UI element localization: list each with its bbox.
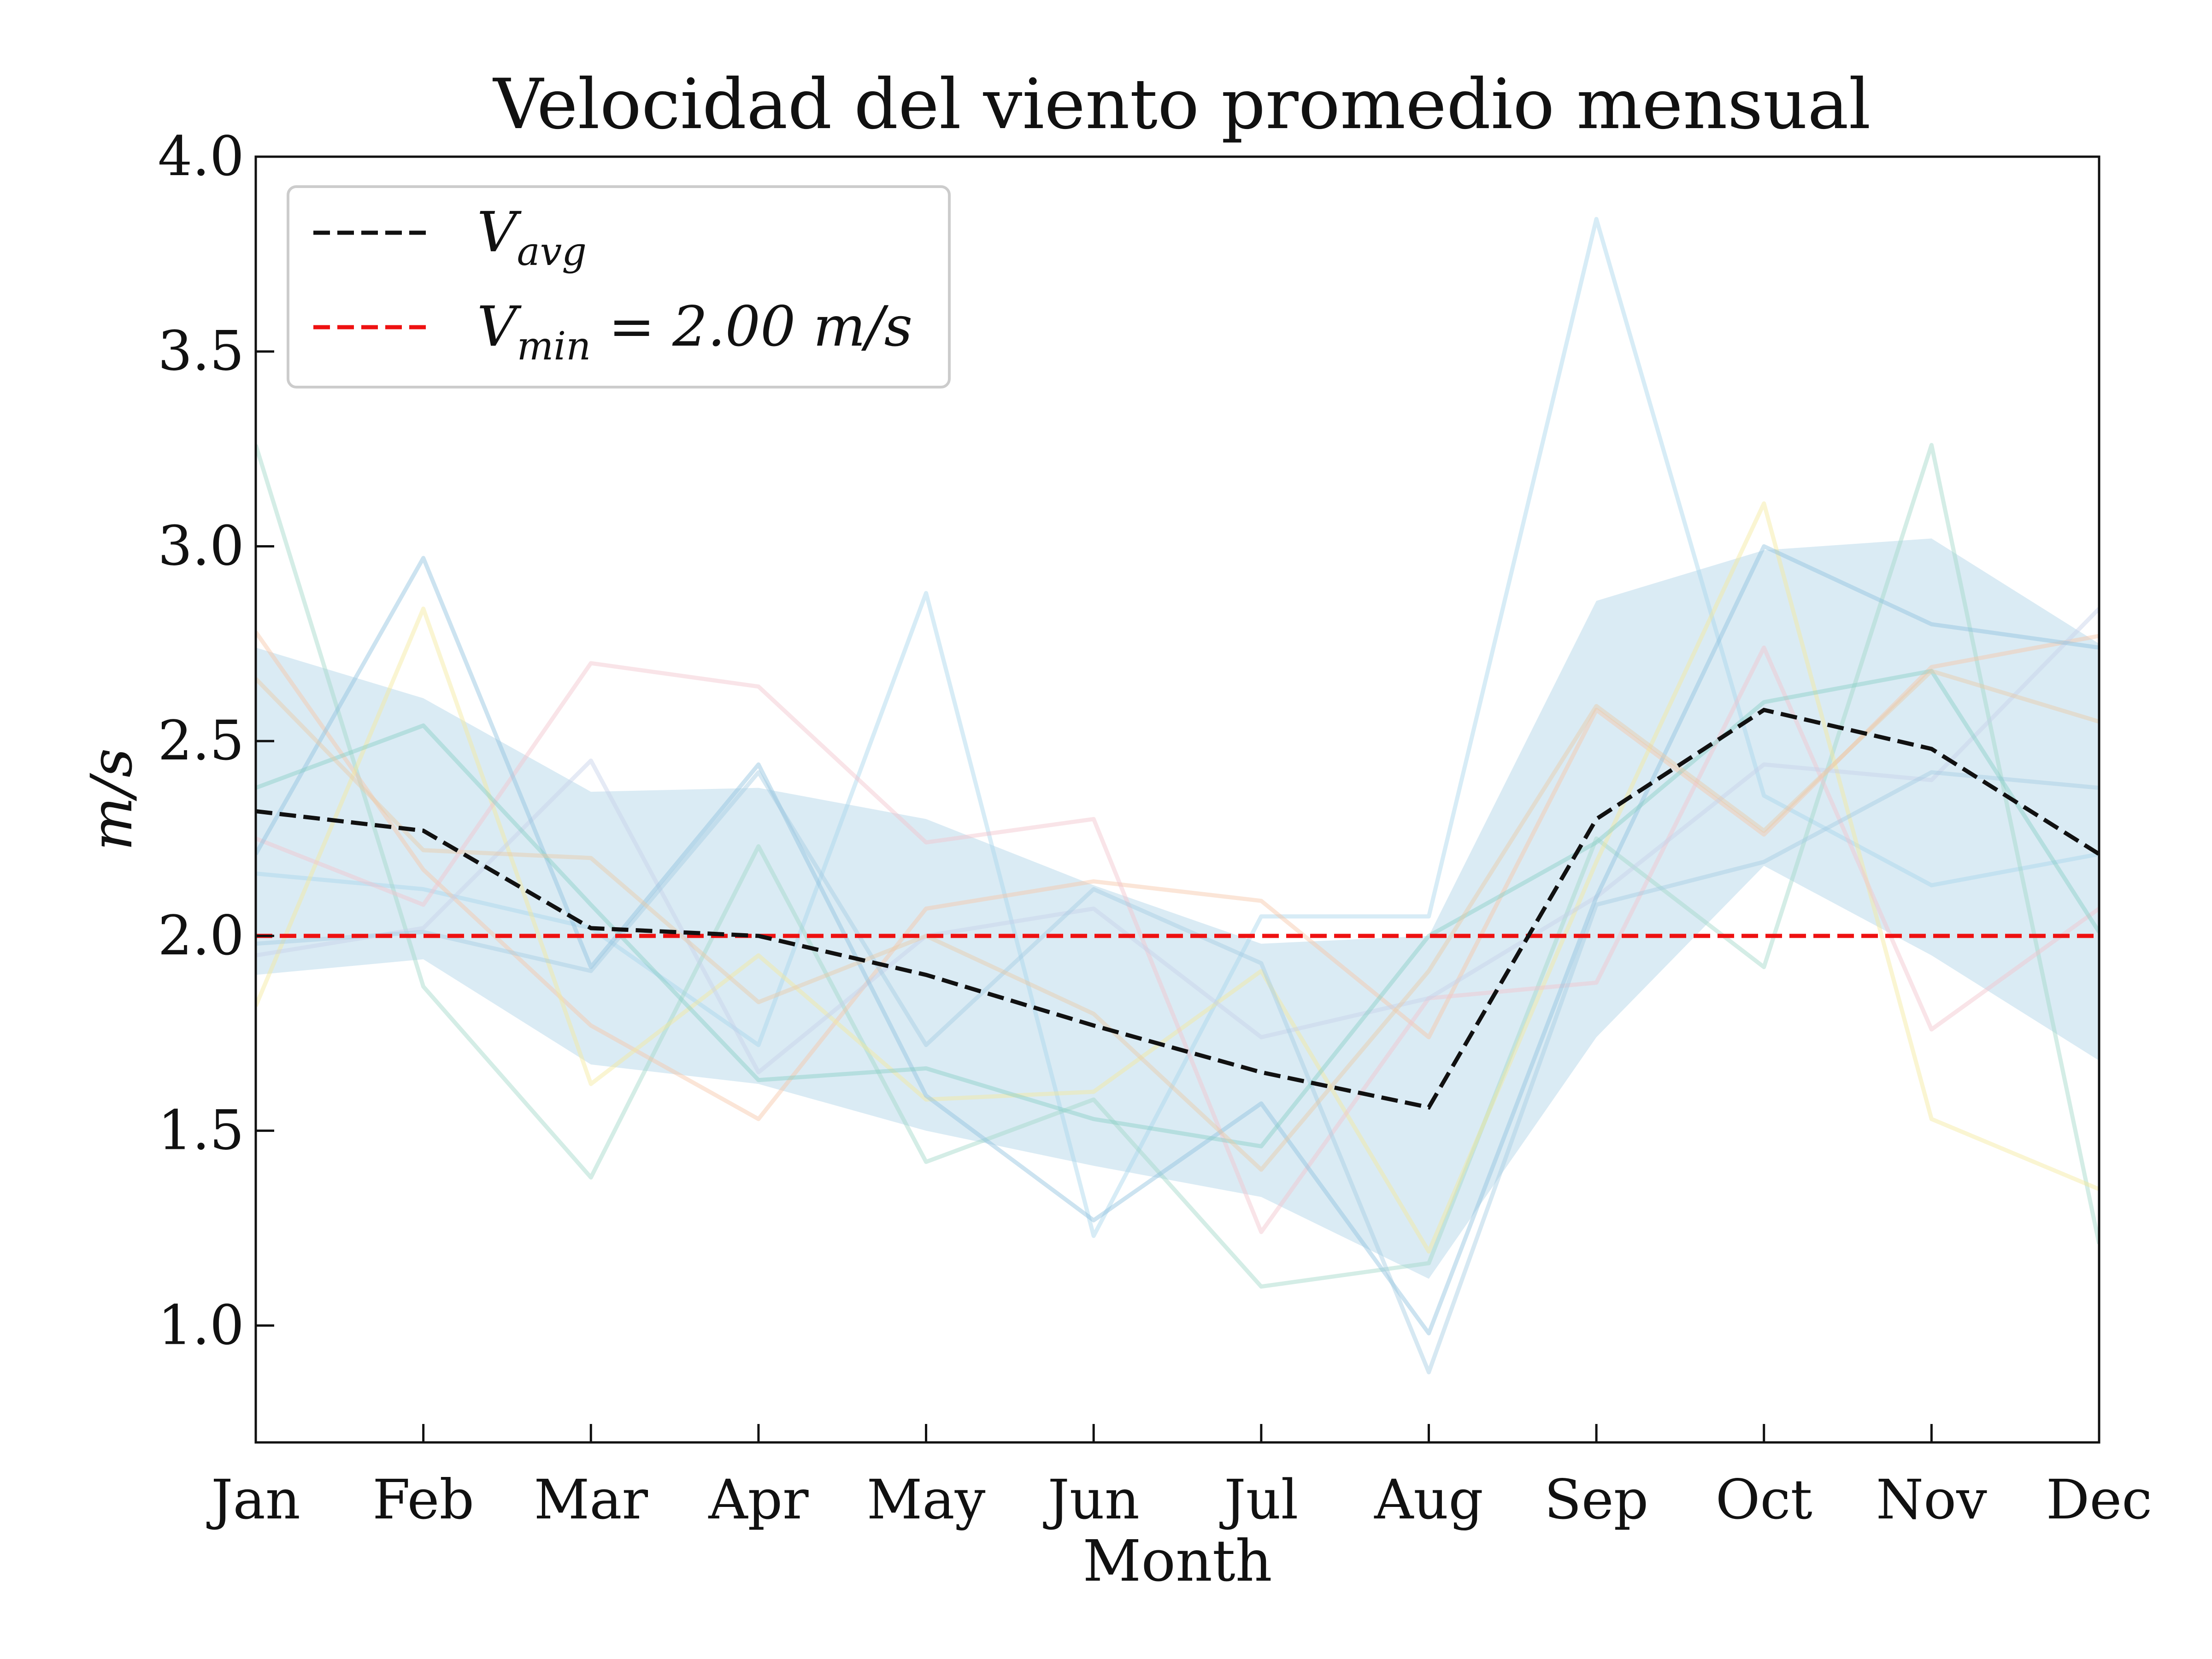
legend-label: Vavg [477,200,587,274]
x-tick-label: Dec [2046,1468,2153,1531]
x-tick-label: Jun [1043,1468,1140,1531]
x-tick-label: Aug [1374,1468,1483,1531]
x-axis-label: Month [1082,1528,1272,1594]
std-band [256,538,2099,1279]
series-line-9 [256,669,2099,1148]
y-tick-label: 4.0 [158,124,244,188]
x-tick-label: Apr [708,1468,809,1531]
x-tick-label: Sep [1544,1468,1648,1531]
y-tick-label: 1.5 [158,1099,244,1162]
series-line-7 [256,544,2099,1335]
x-tick-label: Jul [1219,1468,1298,1531]
series-line-2 [256,443,2099,1289]
legend-box [287,185,951,388]
series-line-8 [256,770,2099,1375]
y-tick-label: 3.5 [158,319,244,383]
series-line-10 [256,669,2099,1172]
y-tick-label: 2.0 [158,904,244,967]
series-line-6 [256,607,2099,1075]
plot-frame [254,155,2100,1444]
chart-title: Velocidad del viento promedio mensual [492,65,1871,145]
x-tick-label: Nov [1876,1468,1987,1531]
x-tick-label: May [867,1468,986,1531]
y-tick-label: 2.5 [158,709,244,772]
y-axis-label: m/s [79,748,145,851]
x-tick-label: Feb [372,1468,474,1531]
series-line-3 [256,630,2099,1121]
series-line-1 [256,217,2099,1238]
x-tick-label: Oct [1716,1468,1812,1531]
y-tick-label: 3.0 [158,514,244,577]
x-tick-label: Mar [534,1468,648,1531]
series-line-4 [256,501,2099,1254]
series-line-5 [256,645,2099,1234]
legend: Vavg Vmin = 2.00 m/s [287,185,951,388]
legend-label: Vmin = 2.00 m/s [477,295,912,369]
y-tick-label: 1.0 [158,1293,244,1357]
avg-line [256,707,2099,1110]
x-tick-label: Jan [206,1468,300,1531]
